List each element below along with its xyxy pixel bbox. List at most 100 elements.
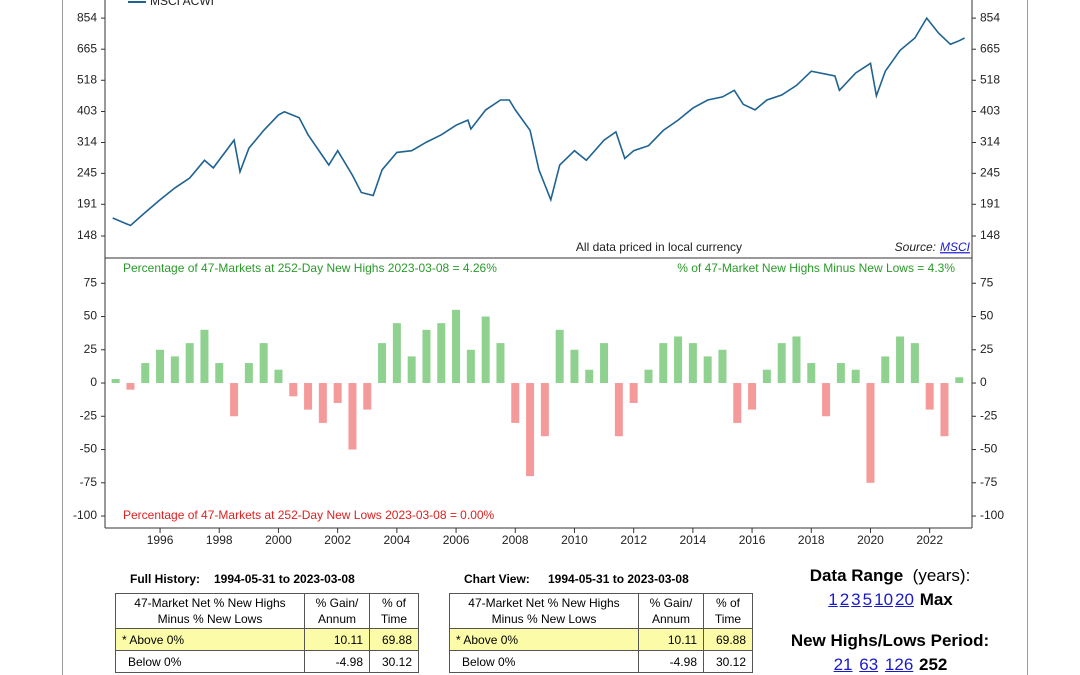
bar	[925, 383, 934, 410]
bar	[170, 356, 179, 384]
bar	[940, 383, 949, 437]
y-tick-label: 314	[980, 135, 1000, 149]
x-tick-label: 2008	[502, 533, 529, 547]
cell: 10.11	[304, 628, 370, 651]
header-cell: % of Time	[369, 593, 419, 629]
y-tick-label: 518	[980, 72, 1000, 86]
y-tick-label: 0	[980, 375, 987, 389]
stats-table: 47-Market Net % New Highs Minus % New Lo…	[115, 593, 419, 673]
control-title: Data Range	[809, 566, 904, 585]
header-cell: % Gain/ Annum	[638, 593, 704, 629]
y-tick-label: 245	[980, 166, 1000, 180]
control-title: New Highs/Lows Period:	[790, 631, 990, 650]
bar	[674, 336, 683, 384]
period-link[interactable]: 126	[884, 655, 914, 674]
range-link[interactable]: 3	[851, 590, 861, 609]
bar	[807, 363, 816, 384]
bar	[881, 356, 890, 384]
frame-line	[1027, 0, 1028, 675]
legend-label: MSCI ACWI	[150, 0, 214, 8]
y-tick-label: 191	[980, 196, 1000, 210]
bar	[644, 369, 653, 384]
table-title: Chart View:	[464, 572, 530, 586]
y-tick-label: 0	[90, 375, 97, 389]
bar	[289, 383, 298, 397]
bar	[836, 363, 845, 384]
bar	[688, 343, 697, 384]
range-link[interactable]: 20	[895, 590, 914, 609]
period-link[interactable]: 21	[833, 655, 853, 674]
y-tick-label: 245	[77, 166, 97, 180]
bar	[185, 343, 194, 384]
cell: -4.98	[304, 650, 370, 673]
bar	[348, 383, 357, 450]
stats-table: 47-Market Net % New Highs Minus % New Lo…	[449, 593, 753, 673]
cell: Below 0%	[449, 650, 639, 673]
bar	[126, 383, 135, 390]
y-tick-label: 50	[84, 309, 98, 323]
y-tick-label: 148	[77, 228, 97, 242]
panel-label: Percentage of 47-Markets at 252-Day New …	[123, 261, 497, 275]
x-tick-label: 2018	[798, 533, 825, 547]
header-cell: % of Time	[703, 593, 753, 629]
header-row: 47-Market Net % New Highs Minus % New Lo…	[115, 593, 419, 629]
x-tick-label: 2006	[443, 533, 470, 547]
bar	[762, 369, 771, 384]
bar	[511, 383, 520, 423]
x-tick-label: 2014	[680, 533, 707, 547]
table-range: 1994-05-31 to 2023-03-08	[214, 572, 355, 586]
y-tick-label: 518	[77, 72, 97, 86]
period-link[interactable]: 63	[859, 655, 879, 674]
header-cell: % Gain/ Annum	[304, 593, 370, 629]
y-tick-label: 403	[980, 104, 1000, 118]
bar	[274, 369, 283, 384]
header-cell: 47-Market Net % New Highs Minus % New Lo…	[449, 593, 639, 629]
control-unit: (years):	[912, 566, 971, 585]
x-tick-label: 1998	[206, 533, 233, 547]
bar	[244, 363, 253, 384]
y-tick-label: -50	[980, 442, 998, 456]
header-cell: 47-Market Net % New Highs Minus % New Lo…	[115, 593, 305, 629]
x-tick-label: 2004	[384, 533, 411, 547]
bar	[733, 383, 742, 423]
y-tick-label: 75	[980, 275, 994, 289]
y-tick-label: -75	[980, 475, 998, 489]
chart: MSCI ACWI All data priced in local curre…	[73, 0, 1004, 547]
x-tick-label: 2000	[265, 533, 292, 547]
bar	[333, 383, 342, 403]
y-tick-label: 75	[84, 275, 98, 289]
cell: -4.98	[638, 650, 704, 673]
range-link[interactable]: 1	[828, 590, 838, 609]
range-link[interactable]: 5	[862, 590, 873, 609]
bar	[304, 383, 313, 410]
panel-label: % of 47-Market New Highs Minus New Lows …	[677, 261, 955, 275]
bar	[955, 377, 964, 384]
x-tick-label: 2012	[620, 533, 647, 547]
row: * Above 0% 10.11 69.88	[449, 628, 753, 651]
bar	[496, 343, 505, 384]
range-link[interactable]: 2	[839, 590, 850, 609]
bar	[392, 323, 401, 384]
cell: Below 0%	[115, 650, 305, 673]
source-link[interactable]: MSCI	[940, 240, 971, 254]
y-tick-label: -100	[980, 508, 1004, 522]
x-tick-label: 1996	[147, 533, 174, 547]
y-tick-label: 665	[980, 41, 1000, 55]
bar	[792, 336, 801, 384]
bar	[481, 316, 490, 384]
bar	[555, 329, 564, 384]
bar	[659, 343, 668, 384]
bar	[600, 343, 609, 384]
period-selected: 252	[919, 655, 948, 674]
y-tick-label: 314	[77, 135, 97, 149]
y-tick-label: -75	[80, 475, 98, 489]
bar	[777, 343, 786, 384]
cell: * Above 0%	[449, 628, 639, 651]
bar	[363, 383, 372, 410]
bar	[407, 356, 416, 384]
cell: * Above 0%	[115, 628, 305, 651]
range-link[interactable]: 10	[874, 590, 894, 609]
y-tick-label: 191	[77, 196, 97, 210]
bar	[111, 379, 120, 384]
